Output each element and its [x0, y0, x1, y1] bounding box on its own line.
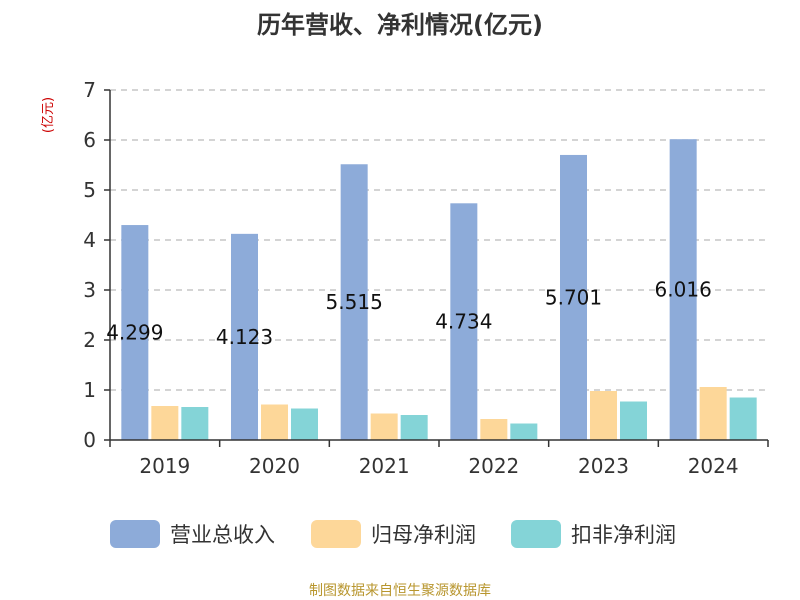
- legend-item[interactable]: 扣非净利润: [511, 520, 676, 548]
- bar-2-2020: [291, 408, 318, 440]
- bar-2-2021: [400, 415, 428, 440]
- data-label: 4.734: [435, 310, 492, 334]
- bar-0-2021: [340, 164, 368, 440]
- bar-1-2020: [261, 404, 288, 440]
- x-tick-label: 2024: [688, 454, 739, 478]
- y-tick-labels: 0 1 2 3 4 5 6 7: [83, 78, 96, 452]
- data-label: 4.123: [216, 325, 273, 349]
- x-tick-labels: 2019 2020 2021 2022 2023 2024: [139, 454, 738, 478]
- legend-label: 营业总收入: [170, 523, 275, 547]
- data-labels: 4.299 4.123 5.515 4.734 5.701 6.016: [106, 278, 712, 349]
- y-tick-label: 3: [83, 278, 96, 302]
- gridlines: [110, 89, 768, 391]
- source-note: 制图数据来自恒生聚源数据库: [309, 583, 491, 599]
- bar-2-2024: [729, 397, 757, 440]
- legend-label: 归母净利润: [371, 523, 476, 547]
- y-tick-label: 7: [83, 78, 96, 102]
- chart-title: 历年营收、净利情况(亿元): [257, 11, 543, 39]
- bar-1-2024: [699, 387, 727, 440]
- y-tick-label: 6: [83, 128, 96, 152]
- bars-group: [121, 139, 757, 440]
- y-tick-label: 5: [83, 178, 96, 202]
- bar-0-2020: [231, 233, 258, 440]
- legend[interactable]: 营业总收入 归母净利润 扣非净利润: [110, 520, 676, 548]
- x-tick-label: 2020: [249, 454, 300, 478]
- axes: [104, 89, 769, 447]
- bar-1-2022: [480, 419, 508, 440]
- legend-swatch: [110, 520, 160, 548]
- bar-2-2019: [181, 407, 209, 440]
- bar-2-2022: [510, 423, 538, 440]
- y-tick-label: 4: [83, 228, 96, 252]
- y-tick-label: 1: [83, 378, 96, 402]
- y-tick-label: 2: [83, 328, 96, 352]
- data-label: 5.515: [326, 290, 383, 314]
- bar-0-2022: [450, 203, 478, 440]
- legend-item[interactable]: 归母净利润: [311, 520, 476, 548]
- bar-1-2019: [151, 406, 179, 440]
- x-tick-label: 2023: [578, 454, 629, 478]
- bar-0-2019: [121, 225, 149, 440]
- legend-swatch: [311, 520, 361, 548]
- bar-1-2023: [590, 391, 617, 440]
- data-label: 5.701: [545, 285, 602, 309]
- y-axis-unit-label: (亿元): [41, 97, 56, 133]
- bar-0-2023: [560, 154, 587, 440]
- x-tick-label: 2022: [468, 454, 519, 478]
- legend-label: 扣非净利润: [571, 523, 676, 547]
- x-tick-label: 2019: [139, 454, 190, 478]
- bar-1-2021: [370, 413, 398, 440]
- legend-swatch: [511, 520, 561, 548]
- x-tick-label: 2021: [359, 454, 410, 478]
- bar-2-2023: [620, 401, 647, 440]
- bar-0-2024: [669, 139, 697, 440]
- legend-item[interactable]: 营业总收入: [110, 520, 275, 548]
- data-label: 6.016: [655, 278, 712, 302]
- data-label: 4.299: [106, 321, 163, 345]
- y-tick-label: 0: [83, 428, 96, 452]
